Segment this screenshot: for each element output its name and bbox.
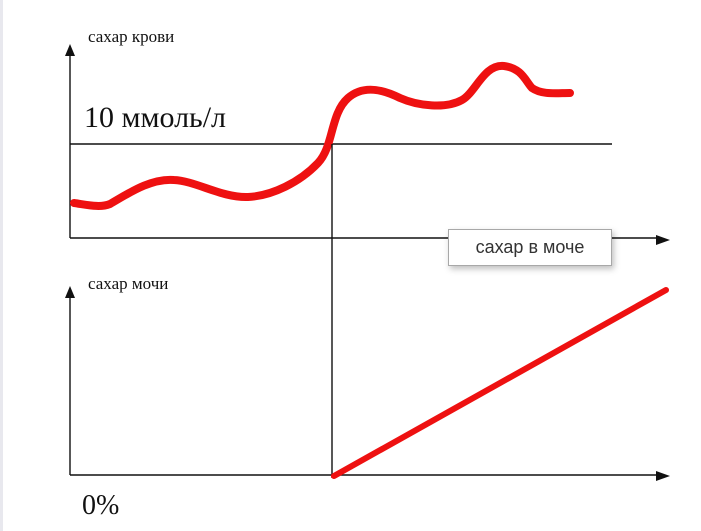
urine-sugar-line [331, 287, 669, 479]
blood-sugar-x-axis-arrow [656, 235, 670, 245]
blood-sugar-curve [70, 62, 574, 210]
blood-sugar-chart: сахар крови 10 ммоль/л [65, 27, 670, 245]
urine-sugar-x-axis-arrow [656, 471, 670, 481]
origin-label: 0% [82, 490, 119, 521]
blood-sugar-y-label: сахар крови [88, 27, 174, 46]
threshold-label: 10 ммоль/л [84, 101, 226, 134]
blood-sugar-y-axis-arrow [65, 44, 75, 56]
urine-sugar-tooltip: сахар в моче [448, 229, 612, 266]
urine-sugar-y-axis-arrow [65, 286, 75, 298]
left-border [0, 0, 3, 531]
urine-sugar-chart: сахар мочи 0% [65, 274, 670, 521]
urine-sugar-y-label: сахар мочи [88, 274, 168, 293]
